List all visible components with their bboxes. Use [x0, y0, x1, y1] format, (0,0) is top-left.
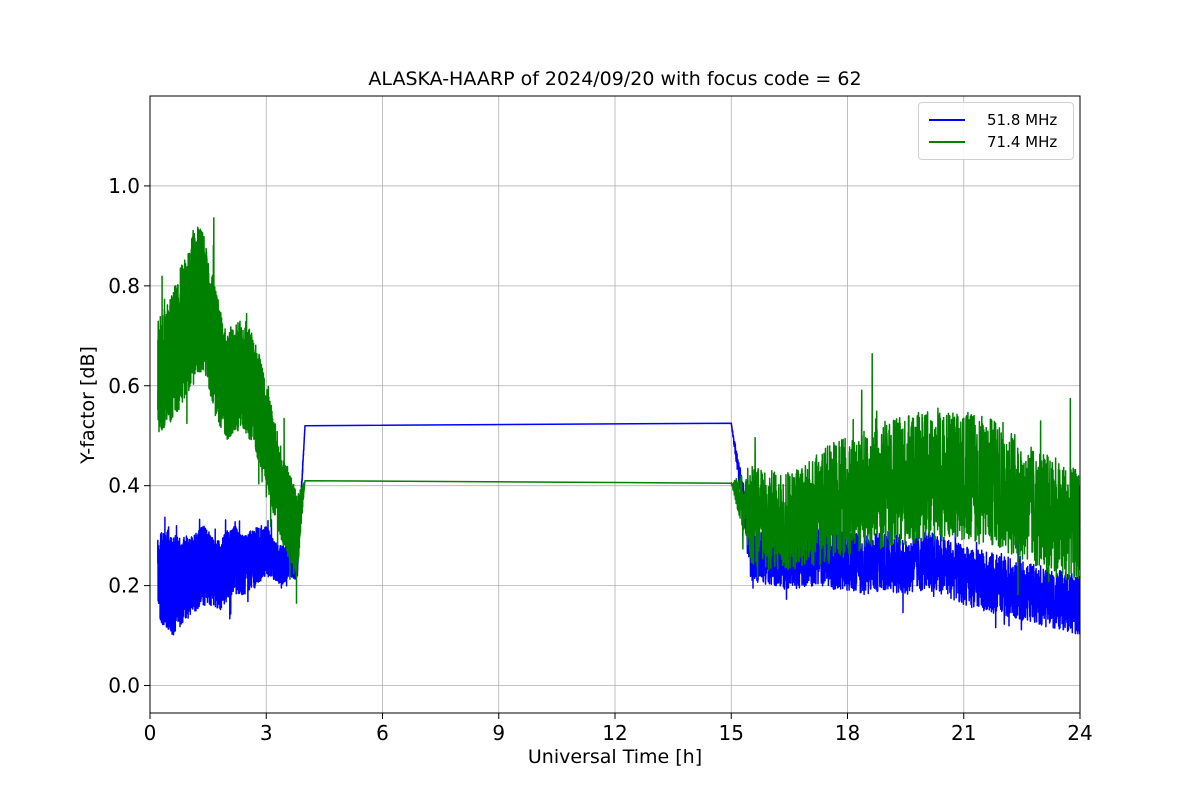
x-tick-label: 24	[1067, 721, 1092, 745]
x-tick-label: 12	[602, 721, 627, 745]
x-tick-label: 21	[951, 721, 976, 745]
legend-swatch-series-2	[929, 141, 965, 143]
chart-title: ALASKA-HAARP of 2024/09/20 with focus co…	[368, 68, 862, 90]
y-axis-label: Y-factor [dB]	[77, 346, 99, 464]
y-tick-label: 0.4	[108, 474, 140, 498]
y-tick-label: 0.6	[108, 374, 140, 398]
x-axis-label: Universal Time [h]	[527, 746, 703, 768]
legend: 51.8 MHz 71.4 MHz	[918, 102, 1074, 160]
legend-swatch-series-1	[929, 119, 965, 121]
legend-item-series-2: 71.4 MHz	[929, 132, 1057, 152]
legend-item-series-1: 51.8 MHz	[929, 110, 1057, 130]
series-line-2	[157, 217, 1081, 604]
x-tick-label: 18	[835, 721, 860, 745]
y-tick-label: 1.0	[108, 174, 140, 198]
x-tick-label: 6	[376, 721, 389, 745]
y-tick-label: 0.2	[108, 574, 140, 598]
x-tick-label: 0	[144, 721, 157, 745]
y-tick-label: 0.8	[108, 274, 140, 298]
legend-label-series-2: 71.4 MHz	[987, 133, 1058, 151]
y-tick-label: 0.0	[108, 674, 140, 698]
x-tick-label: 9	[492, 721, 505, 745]
x-tick-label: 3	[260, 721, 273, 745]
legend-label-series-1: 51.8 MHz	[987, 111, 1058, 129]
x-tick-label: 15	[719, 721, 744, 745]
